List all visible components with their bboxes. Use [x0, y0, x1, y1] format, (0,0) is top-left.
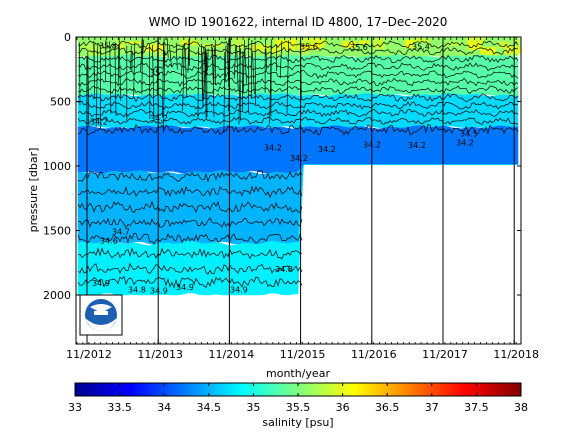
- colorbar-tick-label: 38: [514, 401, 528, 414]
- contour-label: 34.8: [275, 265, 293, 274]
- y-axis-label: pressure [dbar]: [27, 148, 40, 233]
- contour-label: 35.6: [300, 42, 318, 51]
- y-tick-label: 0: [64, 31, 71, 44]
- contour-label: 34.2: [408, 141, 426, 150]
- x-axis-label: month/year: [266, 367, 330, 380]
- colorbar-tick-label: 33.5: [107, 401, 132, 414]
- contour-label: 34.9: [230, 285, 248, 294]
- chart-title: WMO ID 1901622, internal ID 4800, 17–Dec…: [149, 15, 448, 29]
- x-tick-label: 11/2017: [422, 348, 468, 361]
- salinity-band: [78, 165, 518, 246]
- contour-label: 34.6: [100, 236, 118, 245]
- y-tick-label: 2000: [43, 289, 71, 302]
- colorbar-label: salinity [psu]: [262, 416, 333, 429]
- colorbar-tick-label: 35: [246, 401, 260, 414]
- surface-patch: [466, 38, 485, 43]
- colorbar-tick-label: 37.5: [464, 401, 489, 414]
- contour-label: 34.2: [150, 114, 168, 123]
- colorbar-tick-label: 35.5: [286, 401, 311, 414]
- surface-patch: [468, 42, 482, 50]
- surface-patch: [374, 39, 385, 49]
- x-tick-label: 11/2016: [351, 348, 397, 361]
- contour-label: 34.7: [112, 227, 130, 236]
- contour-label: 35.6: [350, 43, 368, 52]
- contour-label: 34.5: [460, 129, 478, 138]
- contour-spike: [242, 51, 243, 111]
- contour-spike: [94, 44, 95, 99]
- x-tick-label: 11/2013: [137, 348, 183, 361]
- contour-label: 34.2: [456, 138, 474, 147]
- contour-spike: [149, 44, 150, 119]
- x-tick-label: 11/2014: [209, 348, 255, 361]
- surface-patch: [150, 43, 156, 46]
- x-tick-label: 11/2018: [493, 348, 539, 361]
- x-tick-label: 11/2012: [66, 348, 112, 361]
- contour-label: 35: [150, 69, 160, 78]
- colorbar-tick-label: 34: [157, 401, 171, 414]
- contour-label: 34.2: [264, 144, 282, 153]
- salinity-field: [78, 37, 532, 295]
- contour-label: 34.2: [363, 140, 381, 149]
- contour-label: 34.2: [90, 118, 108, 127]
- contour-label: 35.8: [99, 42, 117, 51]
- contour-label: 34.8: [128, 285, 146, 294]
- contour-spike: [132, 51, 133, 71]
- x-tick-label: 11/2015: [280, 348, 326, 361]
- contour-label: 34.2: [318, 145, 336, 154]
- y-tick-label: 1000: [43, 160, 71, 173]
- colorbar-tick-label: 36.5: [375, 401, 400, 414]
- contour-label: 34.2: [290, 154, 308, 163]
- colorbar-tick-label: 37: [425, 401, 439, 414]
- contour-label: 34.9: [150, 287, 168, 296]
- colorbar-tick-label: 34.5: [197, 401, 222, 414]
- contour-label: 34.9: [92, 279, 110, 288]
- colorbar: 33 33.5 34 34.5 35 35.5 36 36.5 37 37.5 38 salinit…: [68, 383, 528, 429]
- y-tick-label: 500: [50, 95, 71, 108]
- contour-label: 35.4: [412, 42, 430, 51]
- colorbar-tick-label: 33: [68, 401, 82, 414]
- contour-label: 34.9: [176, 283, 194, 292]
- noaa-logo: [80, 295, 122, 335]
- y-tick-label: 1500: [43, 224, 71, 237]
- colorbar-tick-label: 36: [336, 401, 350, 414]
